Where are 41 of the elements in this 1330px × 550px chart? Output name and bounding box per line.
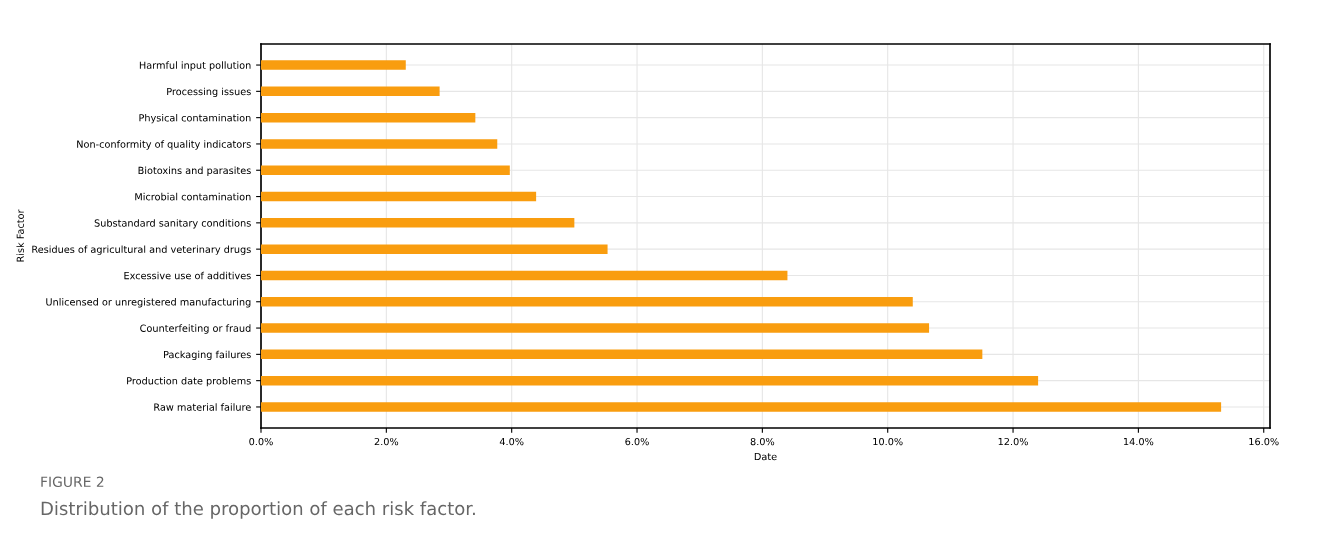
y-tick-label: Counterfeiting or fraud xyxy=(140,324,251,334)
text: Distribution of the proportion of each risk factor. xyxy=(41,501,475,519)
x-tick-label: 14.0% xyxy=(1124,437,1154,446)
x-tick-label: 2.0% xyxy=(374,437,399,446)
y-tick-label: Biotoxins and parasites xyxy=(138,166,251,176)
bar xyxy=(261,165,510,175)
bar xyxy=(261,349,983,360)
bar xyxy=(261,297,913,307)
x-tick-label: 12.0% xyxy=(998,437,1028,446)
bar xyxy=(261,402,1222,412)
x-tick-label: 8.0% xyxy=(750,437,775,446)
bar xyxy=(261,244,608,254)
x-tick-label: 16.0% xyxy=(1249,437,1279,446)
bar xyxy=(261,375,1039,386)
y-tick-label: Non-conformity of quality indicators xyxy=(77,140,251,150)
bar xyxy=(261,112,476,123)
y-tick-label: Raw material failure xyxy=(154,403,251,411)
bar xyxy=(261,218,575,228)
bar xyxy=(261,191,537,202)
y-axis-title: Risk Factor xyxy=(16,209,24,262)
y-tick-label: Packaging failures xyxy=(164,350,251,361)
x-tick-label: 4.0% xyxy=(499,437,524,446)
bar xyxy=(261,139,498,149)
y-tick-label: Excessive use of additives xyxy=(124,271,251,280)
bar xyxy=(261,86,440,97)
y-tick-label: Physical contamination xyxy=(139,113,251,124)
bar xyxy=(261,323,930,333)
x-tick-label: 6.0% xyxy=(625,437,649,446)
y-tick-label: Residues of agricultural and veterinary drugs xyxy=(32,245,251,255)
y-tick-label: Substandard sanitary conditions xyxy=(94,219,251,229)
x-axis-title: Date xyxy=(754,452,777,461)
y-tick-label: Production date problems xyxy=(127,376,251,387)
y-tick-label: Processing issues xyxy=(167,87,251,98)
x-tick-label: 10.0% xyxy=(873,437,903,446)
y-tick-label: Unlicensed or unregistered manufacturing xyxy=(46,298,251,308)
y-tick-label: Microbial contamination xyxy=(135,192,251,201)
caption: FIGURE 2 xyxy=(41,476,104,488)
y-tick-label: Harmful input pollution xyxy=(139,61,251,71)
bar xyxy=(261,60,406,70)
bar xyxy=(261,270,788,281)
x-tick-label: 0.0% xyxy=(249,437,273,446)
